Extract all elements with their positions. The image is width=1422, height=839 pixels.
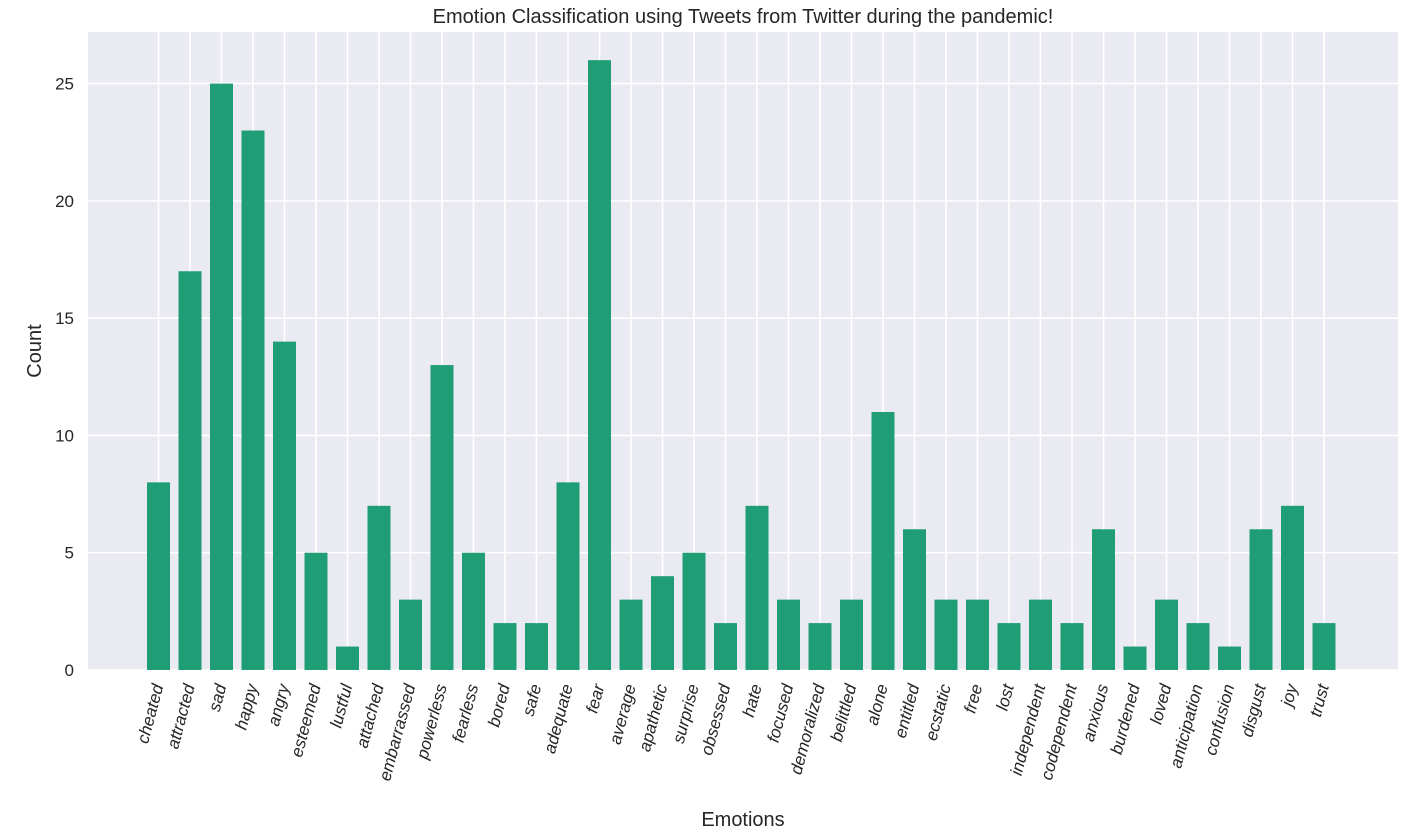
bar-alone [871,411,895,670]
x-tick-label-joy: joy [1277,681,1302,710]
y-tick-label: 25 [55,75,74,94]
bar-anxious [1092,529,1115,670]
x-tick-label-fear: fear [582,681,608,716]
y-axis-label: Count [24,324,46,378]
bar-bored [493,623,517,670]
bar-apathetic [651,576,674,670]
bar-adequate [556,482,580,670]
bar-disgust [1249,529,1273,670]
x-tick-label-burdened: burdened [1107,682,1144,757]
y-tick-labels: 0 5 10 15 20 25 [55,75,74,680]
bar-focused [777,599,800,670]
x-tick-label-hate: hate [739,682,766,719]
bar-average [619,599,643,670]
bar-lost [997,623,1021,670]
x-tick-label-ecstatic: ecstatic [922,682,955,743]
bar-hate [745,505,769,670]
x-tick-label-anxious: anxious [1079,682,1113,744]
chart-title: Emotion Classification using Tweets from… [433,6,1054,28]
x-tick-label-surprise: surprise [669,682,703,745]
x-tick-label-attached: attached [353,682,388,750]
bar-independent [1029,599,1052,670]
bar-cheated [147,482,170,670]
x-tick-label-lost: lost [993,681,1019,713]
bar-ecstatic [934,599,958,670]
x-tick-label-safe: safe [519,682,546,718]
bar-anticipation [1186,623,1210,670]
x-tick-label-esteemed: esteemed [287,682,325,760]
x-tick-label-fearless: fearless [449,682,483,745]
x-axis-label: Emotions [701,809,784,831]
x-tick-label-adequate: adequate [540,682,577,755]
x-tick-label-free: free [960,682,986,715]
x-tick-label-belittled: belittled [827,682,861,744]
bar-esteemed [304,552,328,670]
x-tick-label-entitled: entitled [891,682,924,740]
x-tick-label-cheated: cheated [133,682,167,746]
y-tick-label: 15 [55,309,74,328]
x-tick-label-confusion: confusion [1201,682,1238,757]
x-tick-label-attracted: attracted [163,682,199,751]
x-tick-label-trust: trust [1306,681,1333,719]
bar-surprise [682,552,706,670]
x-tick-label-bored: bored [484,682,514,729]
x-tick-label-apathetic: apathetic [635,682,671,754]
x-tick-label-focused: focused [764,682,798,745]
y-tick-label: 20 [55,192,74,211]
bar-fearless [462,552,485,670]
y-tick-label: 0 [65,661,74,680]
x-tick-label-obsessed: obsessed [697,682,734,758]
bar-lustful [336,646,359,670]
x-tick-label-sad: sad [205,682,231,714]
bar-burdened [1123,646,1147,670]
bar-safe [525,623,548,670]
bar-attracted [178,271,202,670]
bar-fear [588,60,611,671]
bar-entitled [903,529,926,670]
x-tick-label-angry: angry [264,681,294,728]
bar-embarrassed [399,599,422,670]
x-tick-label-alone: alone [863,682,892,727]
bar-happy [241,130,265,670]
x-tick-label-lustful: lustful [327,681,357,730]
x-tick-label-average: average [606,682,640,746]
bar-sad [210,83,233,670]
bars [147,60,1336,671]
y-tick-label: 5 [65,544,74,563]
bar-obsessed [714,623,737,670]
x-tick-label-loved: loved [1146,682,1175,727]
bar-codependent [1060,623,1084,670]
bar-powerless [430,365,454,670]
bar-confusion [1218,646,1241,670]
bar-demoralized [808,623,832,670]
bar-trust [1312,623,1336,670]
x-tick-label-disgust: disgust [1238,681,1271,739]
x-tick-label-happy: happy [232,681,263,732]
bar-attached [367,505,391,670]
bar-belittled [840,599,863,670]
bar-joy [1281,505,1304,670]
x-tick-label-powerless: powerless [412,682,451,762]
y-tick-label: 10 [55,426,74,445]
bar-loved [1155,599,1178,670]
bar-free [966,599,989,670]
bar-angry [273,341,296,670]
